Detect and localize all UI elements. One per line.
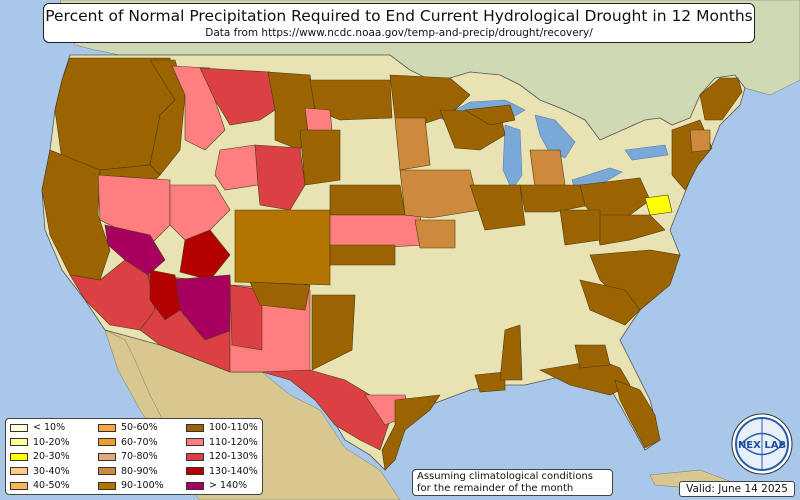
legend-label: 100-110% — [209, 422, 258, 433]
legend-item: > 140% — [186, 480, 247, 492]
globe-logo-icon: NEX LAB — [731, 413, 793, 475]
region-iowa-tan — [399, 169, 481, 219]
legend-item: 10-20% — [10, 437, 70, 449]
region-mississippi — [499, 324, 523, 381]
legend-swatch — [98, 423, 116, 432]
legend-swatch — [186, 452, 204, 461]
legend-swatch — [10, 438, 28, 446]
legend-label: 110-120% — [209, 436, 258, 448]
legend-swatch — [10, 481, 28, 490]
legend-label: 20-30% — [33, 451, 70, 462]
region-mass-tan — [689, 129, 711, 153]
legend-label: < 10% — [33, 422, 66, 433]
region-arizona-darkred — [149, 269, 181, 321]
legend-swatch — [10, 423, 28, 432]
legend-label: 60-70% — [121, 436, 158, 448]
region-kansas-brown — [329, 244, 396, 266]
title-box: Percent of Normal Precipitation Required… — [43, 3, 755, 43]
region-sd-pink — [304, 107, 333, 133]
legend-item: 40-50% — [10, 480, 70, 492]
legend-item: < 10% — [10, 422, 65, 434]
legend-item: 110-120% — [186, 437, 258, 449]
map-subtitle: Data from https://www.ncdc.noaa.gov/temp… — [205, 27, 593, 39]
legend-item: 130-140% — [186, 466, 258, 478]
legend-item: 20-30% — [10, 451, 70, 463]
valid-date: Valid: June 14 2025 — [679, 481, 795, 497]
legend-label: 30-40% — [33, 465, 70, 477]
region-illinois — [469, 184, 526, 231]
region-missouri-tan — [414, 219, 456, 249]
legend: < 10% 10-20% 20-30% 30-40% 40-50% 50-60% 60-70… — [5, 418, 263, 495]
region-va-yellow — [644, 194, 673, 216]
region-texas-coast — [381, 394, 441, 471]
note-line-1: Assuming climatological conditions — [417, 471, 593, 482]
legend-label: 70-80% — [121, 451, 158, 462]
region-michigan-tan — [529, 149, 566, 189]
region-kentucky — [559, 209, 601, 246]
legend-swatch — [98, 467, 116, 475]
region-west-texas — [261, 369, 391, 451]
legend-swatch — [98, 481, 116, 490]
region-nebraska — [329, 184, 406, 216]
legend-label: 10-20% — [33, 436, 70, 448]
region-louisiana — [474, 371, 506, 393]
legend-item: 90-100% — [98, 480, 164, 492]
legend-label: 80-90% — [121, 465, 158, 477]
region-southeast — [579, 279, 641, 326]
legend-item: 60-70% — [98, 437, 158, 449]
region-tx-panhandle — [311, 294, 356, 371]
region-florida-peninsula — [614, 379, 661, 449]
legend-label: 50-60% — [121, 422, 158, 433]
region-indiana-ohio — [519, 184, 591, 213]
region-utah-red — [179, 229, 231, 281]
legend-label: > 140% — [209, 480, 248, 491]
legend-swatch — [98, 438, 116, 446]
legend-swatch — [98, 452, 116, 461]
region-ne-wy — [299, 129, 341, 186]
legend-item: 70-80% — [98, 451, 158, 463]
legend-label: 120-130% — [209, 451, 258, 462]
note-line-2: for the remainder of the month — [417, 483, 574, 494]
region-georgia — [574, 344, 611, 369]
region-nd — [309, 79, 393, 121]
region-north-carolina — [589, 249, 681, 311]
region-nm-red — [229, 284, 263, 351]
region-michigan-up — [464, 104, 516, 126]
region-colorado — [234, 209, 331, 286]
drought-regions — [41, 57, 743, 471]
legend-swatch — [186, 467, 204, 475]
legend-label: 90-100% — [121, 480, 164, 491]
legend-item: 80-90% — [98, 466, 158, 478]
legend-label: 40-50% — [33, 480, 70, 491]
region-minn-tan — [394, 117, 431, 171]
map-title: Percent of Normal Precipitation Required… — [45, 7, 753, 25]
legend-label: 130-140% — [209, 465, 258, 477]
legend-swatch — [10, 467, 28, 475]
legend-swatch — [186, 423, 204, 432]
legend-item: 50-60% — [98, 422, 158, 434]
legend-swatch — [186, 481, 204, 490]
legend-swatch — [186, 438, 204, 446]
legend-item: 100-110% — [186, 422, 258, 434]
legend-item: 120-130% — [186, 451, 258, 463]
logo-text: NEX LAB — [738, 440, 786, 451]
note-box: Assuming climatological conditions for t… — [412, 469, 613, 496]
legend-item: 30-40% — [10, 466, 70, 478]
region-nm-brown — [249, 281, 311, 311]
legend-swatch — [10, 452, 28, 461]
region-maine — [699, 77, 743, 121]
